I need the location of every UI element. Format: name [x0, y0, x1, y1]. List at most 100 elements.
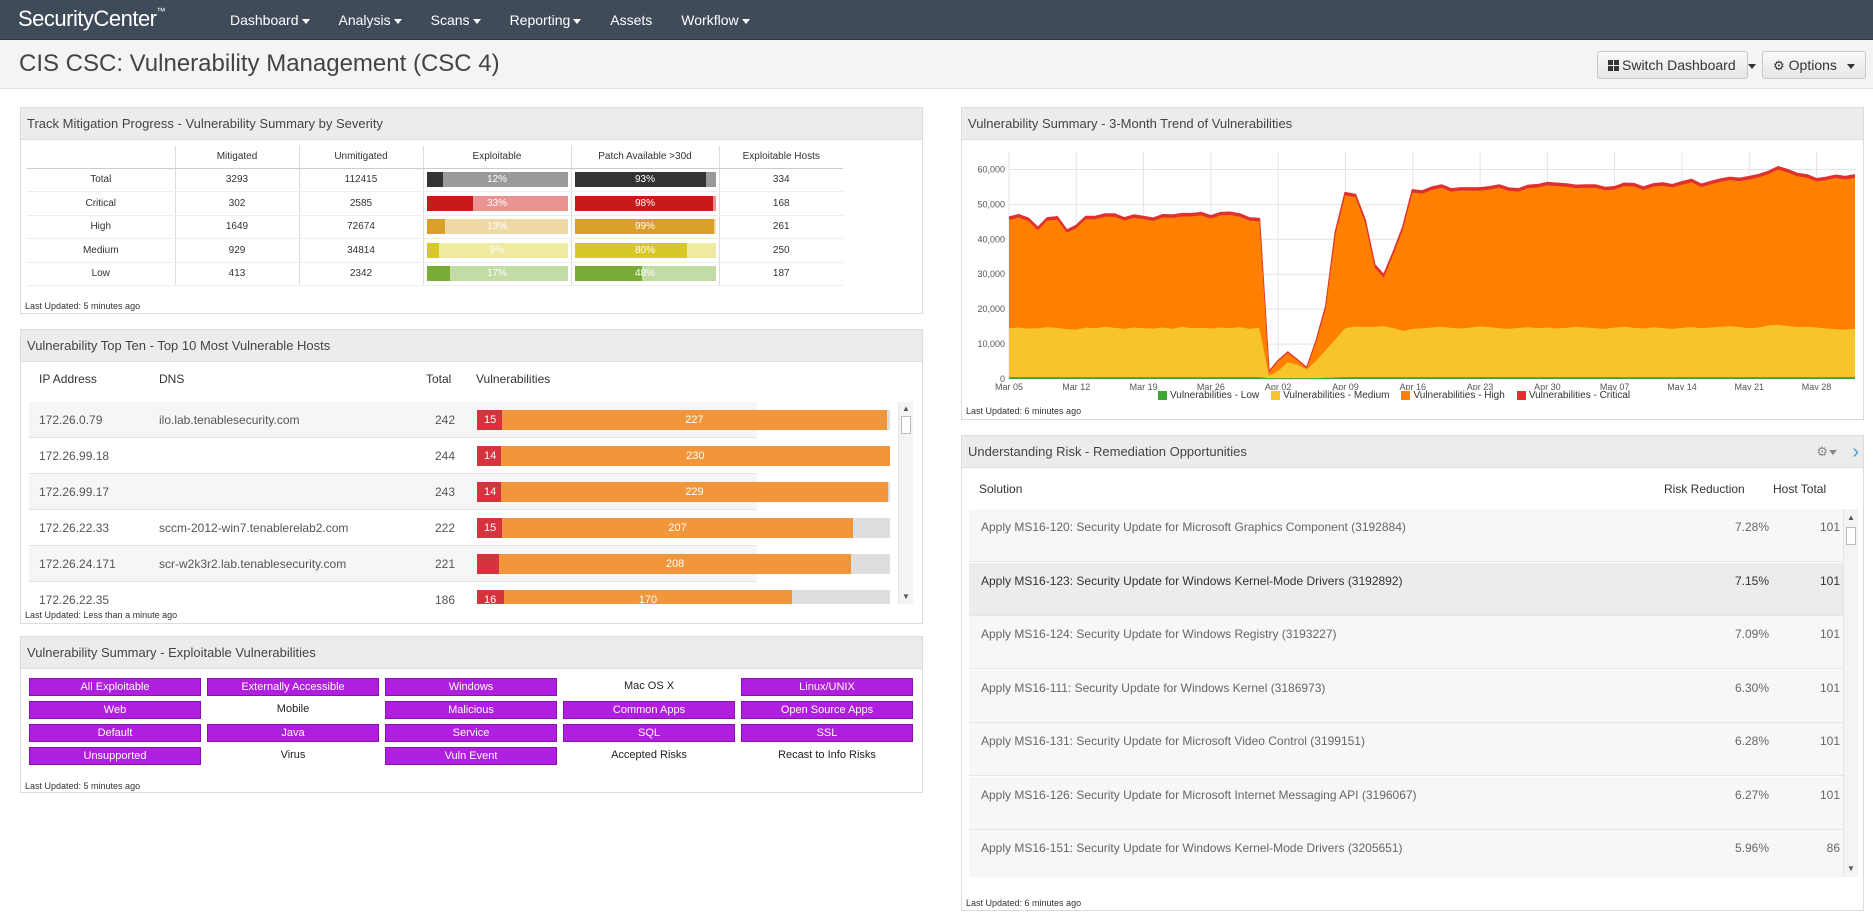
table-row[interactable]: 172.26.0.79 ilo.lab.tenablesecurity.com 24… — [29, 402, 890, 438]
hosts-scrollbar[interactable]: ▲ ▼ — [898, 402, 913, 604]
chevron-right-icon[interactable]: › — [1852, 441, 1859, 463]
exploitable-bar[interactable]: 12% — [426, 172, 568, 188]
column-header-vulnerabilities[interactable]: Vulnerabilities — [476, 372, 551, 386]
vulnerability-bar[interactable]: 16 170 — [477, 590, 890, 604]
table-row[interactable]: Medium 929 34814 9% 80% 250 — [27, 238, 843, 263]
patch-available-bar-cell: 48% — [570, 262, 719, 286]
exploitable-bar[interactable]: 33% — [426, 195, 568, 211]
table-row[interactable]: Apply MS16-111: Security Update for Wind… — [969, 669, 1846, 723]
filter-sql[interactable]: SQL — [563, 724, 735, 742]
filter-mobile[interactable]: Mobile — [276, 703, 310, 715]
table-row[interactable]: Apply MS16-131: Security Update for Micr… — [969, 723, 1846, 776]
table-row[interactable]: High 1649 72674 13% 99% 261 — [27, 215, 843, 239]
risk-reduction-value: 5.96% — [1734, 841, 1769, 855]
exploitable-hosts-count: 250 — [718, 238, 843, 263]
remediation-scrollbar[interactable]: ▲ ▼ — [1843, 509, 1858, 877]
patch-available-bar-fill — [574, 195, 713, 211]
exploitable-bar[interactable]: 9% — [426, 242, 568, 258]
filter-recast-to-info-risks[interactable]: Recast to Info Risks — [778, 749, 876, 761]
scroll-thumb[interactable] — [901, 416, 911, 434]
switch-dashboard-button[interactable]: Switch Dashboard — [1597, 51, 1756, 79]
table-row[interactable]: 172.26.24.171 scr-w2k3r2.lab.tenablesecur… — [29, 546, 890, 582]
unmitigated-count: 72674 — [298, 215, 423, 239]
patch-available-bar[interactable]: 98% — [574, 195, 716, 211]
filter-windows[interactable]: Windows — [385, 678, 557, 696]
filter-open-source-apps[interactable]: Open Source Apps — [741, 701, 913, 719]
table-row[interactable]: Low 413 2342 17% 48% 187 — [27, 262, 843, 286]
patch-available-bar[interactable]: 80% — [574, 242, 716, 258]
host-total-value: 101 — [1819, 787, 1840, 802]
filter-service[interactable]: Service — [385, 724, 557, 742]
column-header-ip[interactable]: IP Address — [39, 372, 97, 386]
filter-java[interactable]: Java — [207, 724, 379, 742]
host-total: 186 — [434, 593, 455, 604]
table-row[interactable]: 172.26.99.17 243 14 229 — [29, 474, 890, 510]
exploitable-bar[interactable]: 13% — [426, 219, 568, 235]
legend-item[interactable]: Vulnerabilities - Critical — [1516, 390, 1630, 401]
vulnerability-bar[interactable]: 15 227 — [477, 410, 890, 430]
table-row[interactable]: 172.26.99.18 244 14 230 — [29, 438, 890, 474]
filter-linux-unix[interactable]: Linux/UNIX — [741, 678, 913, 696]
filter-virus[interactable]: Virus — [280, 749, 306, 761]
vulnerability-bar[interactable]: 15 207 — [477, 518, 890, 538]
filter-ssl[interactable]: SSL — [741, 724, 913, 742]
x-tick-label: Apr 30 — [1534, 382, 1561, 390]
host-total: 244 — [434, 449, 455, 463]
column-header-host-total[interactable]: Host Total — [1773, 482, 1827, 496]
filter-malicious[interactable]: Malicious — [385, 701, 557, 719]
patch-available-bar[interactable]: 48% — [574, 266, 716, 282]
exploitable-bar[interactable]: 17% — [426, 266, 568, 282]
panel-settings-gear-icon[interactable]: ⚙ — [1816, 436, 1837, 468]
nav-item-analysis[interactable]: Analysis — [339, 0, 415, 40]
filter-all-exploitable[interactable]: All Exploitable — [29, 678, 201, 696]
vulnerability-bar[interactable]: 14 229 — [477, 482, 890, 502]
filter-common-apps[interactable]: Common Apps — [563, 701, 735, 719]
filter-unsupported[interactable]: Unsupported — [29, 747, 201, 765]
scroll-down-icon[interactable]: ▼ — [902, 592, 910, 601]
column-header-total[interactable]: Total — [426, 372, 452, 386]
patch-available-bar[interactable]: 93% — [574, 172, 716, 188]
securitycenter-logo[interactable]: SecurityCenter™ — [18, 6, 165, 32]
table-row[interactable]: Apply MS16-123: Security Update for Wind… — [969, 562, 1846, 616]
exploitable-bar-cell: 9% — [422, 238, 571, 263]
nav-item-workflow[interactable]: Workflow — [681, 0, 762, 40]
scroll-up-icon[interactable]: ▲ — [902, 404, 910, 413]
filter-accepted-risks[interactable]: Accepted Risks — [611, 749, 687, 761]
options-button[interactable]: ⚙ Options — [1762, 51, 1866, 79]
filter-default[interactable]: Default — [29, 724, 201, 742]
scroll-down-icon[interactable]: ▼ — [1847, 864, 1855, 873]
nav-item-assets[interactable]: Assets — [610, 0, 665, 40]
patch-available-bar-fill — [574, 172, 706, 188]
filter-externally-accessible[interactable]: Externally Accessible — [207, 678, 379, 696]
host-ip: 172.26.22.33 — [39, 521, 110, 535]
filter-mac-os-x[interactable]: Mac OS X — [623, 680, 675, 692]
legend-item[interactable]: Vulnerabilities - High — [1401, 390, 1505, 401]
filter-vuln-event[interactable]: Vuln Event — [385, 747, 557, 765]
main-menu: Dashboard Analysis Scans Reporting Assets Wor… — [230, 0, 779, 40]
vulnerability-bar[interactable]: 14 230 — [477, 446, 890, 466]
table-row[interactable]: Apply MS16-120: Security Update for Micr… — [969, 509, 1846, 562]
legend-item[interactable]: Vulnerabilities - Medium — [1271, 390, 1389, 401]
table-row[interactable]: Apply MS16-126: Security Update for Micr… — [969, 776, 1846, 830]
table-row[interactable]: Apply MS16-151: Security Update for Wind… — [969, 830, 1846, 877]
nav-item-reporting[interactable]: Reporting — [510, 0, 595, 40]
scroll-up-icon[interactable]: ▲ — [1847, 513, 1855, 522]
table-row[interactable]: Apply MS16-124: Security Update for Wind… — [969, 616, 1846, 669]
patch-available-bar[interactable]: 99% — [574, 219, 716, 235]
column-header-dns[interactable]: DNS — [159, 372, 185, 386]
table-row[interactable]: 172.26.22.35 186 16 170 — [29, 582, 890, 604]
scroll-thumb[interactable] — [1846, 527, 1856, 545]
filter-web[interactable]: Web — [29, 701, 201, 719]
column-header: Patch Available >30d — [570, 146, 719, 169]
column-header-solution[interactable]: Solution — [979, 482, 1023, 496]
vulnerability-bar[interactable]: 208 — [477, 554, 890, 574]
patch-available-bar-label: 98% — [634, 197, 655, 209]
table-row[interactable]: Total 3293 112415 12% 93% 334 — [27, 168, 843, 192]
legend-item[interactable]: Vulnerabilities - Low — [1158, 390, 1259, 401]
table-row[interactable]: 172.26.22.33 sccm-2012-win7.tenablerelab2… — [29, 510, 890, 546]
table-row[interactable]: Critical 302 2585 33% 98% 168 — [27, 191, 843, 216]
nav-item-scans[interactable]: Scans — [431, 0, 494, 40]
nav-item-dashboard[interactable]: Dashboard — [230, 0, 323, 40]
solution-text: Apply MS16-111: Security Update for Wind… — [981, 680, 1326, 695]
column-header-risk-reduction[interactable]: Risk Reduction — [1664, 482, 1745, 496]
